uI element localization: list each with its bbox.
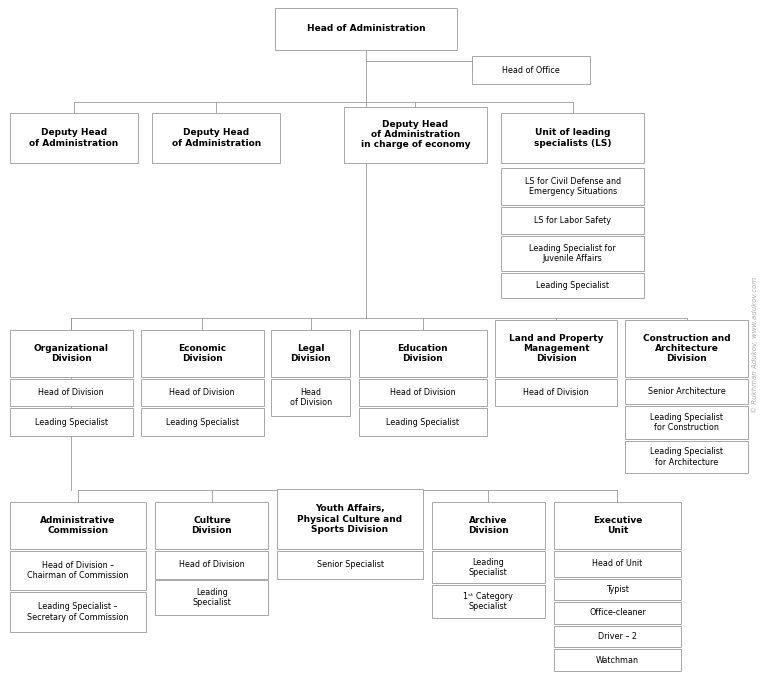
Text: Head of Unit: Head of Unit <box>592 559 642 568</box>
Text: Typist: Typist <box>606 585 629 594</box>
Text: Culture
Division: Culture Division <box>191 515 232 535</box>
Text: Executive
Unit: Executive Unit <box>593 515 642 535</box>
Text: Legal
Division: Legal Division <box>290 344 331 363</box>
Text: Senior Architecture: Senior Architecture <box>648 387 725 396</box>
FancyBboxPatch shape <box>626 320 748 377</box>
Text: LS for Labor Safety: LS for Labor Safety <box>534 216 611 225</box>
FancyBboxPatch shape <box>10 593 146 632</box>
FancyBboxPatch shape <box>431 586 545 618</box>
FancyBboxPatch shape <box>344 107 487 163</box>
Text: Leading Specialist: Leading Specialist <box>386 418 459 426</box>
Text: Office-cleaner: Office-cleaner <box>589 608 646 617</box>
Text: Leading Specialist for
Juvenile Affairs: Leading Specialist for Juvenile Affairs <box>530 244 616 263</box>
FancyBboxPatch shape <box>271 379 350 416</box>
FancyBboxPatch shape <box>10 502 146 549</box>
FancyBboxPatch shape <box>431 551 545 584</box>
Text: Head of Division: Head of Division <box>38 388 104 397</box>
FancyBboxPatch shape <box>359 409 487 436</box>
Text: Construction and
Architecture
Division: Construction and Architecture Division <box>643 333 731 363</box>
FancyBboxPatch shape <box>626 441 748 473</box>
Text: Deputy Head
of Administration
in charge of economy: Deputy Head of Administration in charge … <box>360 120 470 150</box>
Text: Leading Specialist
for Architecture: Leading Specialist for Architecture <box>650 447 723 466</box>
Text: Education
Division: Education Division <box>398 344 448 363</box>
Text: Leading Specialist: Leading Specialist <box>536 281 610 290</box>
FancyBboxPatch shape <box>472 56 590 84</box>
Text: Land and Property
Management
Division: Land and Property Management Division <box>509 333 604 363</box>
Text: Head of Office: Head of Office <box>502 65 560 74</box>
FancyBboxPatch shape <box>495 320 617 377</box>
Text: Leading Specialist –
Secretary of Commission: Leading Specialist – Secretary of Commis… <box>27 602 128 621</box>
Text: Leading Specialist: Leading Specialist <box>165 418 239 426</box>
FancyBboxPatch shape <box>277 551 423 579</box>
Text: Watchman: Watchman <box>596 656 639 665</box>
Text: Unit of leading
specialists (LS): Unit of leading specialists (LS) <box>534 128 611 147</box>
Text: Leading
Specialist: Leading Specialist <box>193 588 231 608</box>
Text: © Rukhman Adukov, www.adukov.com: © Rukhman Adukov, www.adukov.com <box>751 276 758 413</box>
Text: Organizational
Division: Organizational Division <box>34 344 109 363</box>
FancyBboxPatch shape <box>10 551 146 590</box>
FancyBboxPatch shape <box>495 379 617 407</box>
Text: Head
of Division: Head of Division <box>290 388 331 407</box>
Text: Head of Division: Head of Division <box>169 388 235 397</box>
FancyBboxPatch shape <box>155 502 268 549</box>
FancyBboxPatch shape <box>501 167 644 205</box>
FancyBboxPatch shape <box>431 502 545 549</box>
Text: Archive
Division: Archive Division <box>468 515 508 535</box>
FancyBboxPatch shape <box>626 407 748 439</box>
FancyBboxPatch shape <box>277 489 423 549</box>
FancyBboxPatch shape <box>271 330 350 377</box>
FancyBboxPatch shape <box>359 379 487 407</box>
Text: Leading Specialist
for Construction: Leading Specialist for Construction <box>650 413 723 433</box>
FancyBboxPatch shape <box>155 551 268 579</box>
Text: Deputy Head
of Administration: Deputy Head of Administration <box>171 128 261 147</box>
FancyBboxPatch shape <box>275 8 457 50</box>
FancyBboxPatch shape <box>553 602 681 624</box>
FancyBboxPatch shape <box>501 207 644 234</box>
FancyBboxPatch shape <box>141 330 264 377</box>
FancyBboxPatch shape <box>553 579 681 600</box>
FancyBboxPatch shape <box>553 649 681 671</box>
Text: Head of Division: Head of Division <box>179 560 245 569</box>
FancyBboxPatch shape <box>141 379 264 407</box>
FancyBboxPatch shape <box>553 502 681 549</box>
Text: Administrative
Commission: Administrative Commission <box>40 515 115 535</box>
Text: Economic
Division: Economic Division <box>178 344 226 363</box>
Text: Youth Affairs,
Physical Culture and
Sports Division: Youth Affairs, Physical Culture and Spor… <box>297 504 402 534</box>
Text: Head of Division: Head of Division <box>523 388 589 397</box>
Text: Driver – 2: Driver – 2 <box>598 632 637 641</box>
Text: 1ˢᵗ Category
Specialist: 1ˢᵗ Category Specialist <box>463 592 513 611</box>
FancyBboxPatch shape <box>10 409 133 436</box>
FancyBboxPatch shape <box>10 330 133 377</box>
FancyBboxPatch shape <box>155 580 268 615</box>
FancyBboxPatch shape <box>501 114 644 163</box>
Text: Head of Division –
Chairman of Commission: Head of Division – Chairman of Commissio… <box>27 561 128 580</box>
Text: Leading
Specialist: Leading Specialist <box>469 557 507 577</box>
FancyBboxPatch shape <box>553 626 681 648</box>
FancyBboxPatch shape <box>553 551 681 577</box>
Text: LS for Civil Defense and
Emergency Situations: LS for Civil Defense and Emergency Situa… <box>525 176 621 196</box>
FancyBboxPatch shape <box>359 330 487 377</box>
FancyBboxPatch shape <box>152 114 280 163</box>
FancyBboxPatch shape <box>501 236 644 271</box>
Text: Deputy Head
of Administration: Deputy Head of Administration <box>29 128 118 147</box>
FancyBboxPatch shape <box>141 409 264 436</box>
FancyBboxPatch shape <box>626 379 748 404</box>
FancyBboxPatch shape <box>10 114 138 163</box>
Text: Head of Administration: Head of Administration <box>307 24 425 33</box>
Text: Leading Specialist: Leading Specialist <box>35 418 107 426</box>
Text: Senior Specialist: Senior Specialist <box>316 560 383 569</box>
FancyBboxPatch shape <box>10 379 133 407</box>
Text: Head of Division: Head of Division <box>390 388 456 397</box>
FancyBboxPatch shape <box>501 273 644 298</box>
